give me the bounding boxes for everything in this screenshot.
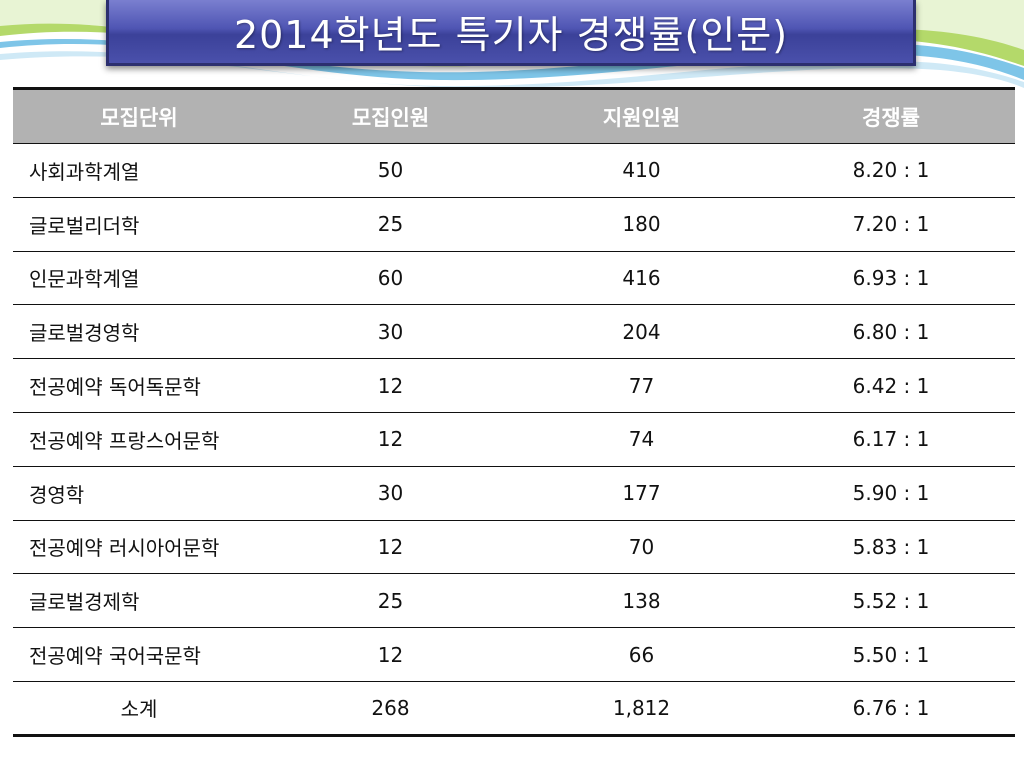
table-row: 전공예약 독어독문학 12 77 6.42 : 1 <box>13 358 1015 413</box>
cell-rate: 5.83 : 1 <box>767 520 1015 575</box>
competition-table-container: 모집단위 모집인원 지원인원 경쟁률 사회과학계열 50 410 8.20 : … <box>13 87 1015 737</box>
table-row: 사회과학계열 50 410 8.20 : 1 <box>13 143 1015 198</box>
cell-unit: 경영학 <box>13 466 265 521</box>
cell-rate: 8.20 : 1 <box>767 143 1015 198</box>
title-banner: 2014학년도 특기자 경쟁률(인문) <box>106 0 916 66</box>
cell-applicants: 66 <box>516 627 767 682</box>
cell-rate: 5.50 : 1 <box>767 627 1015 682</box>
cell-unit: 전공예약 국어국문학 <box>13 627 265 682</box>
page-title: 2014학년도 특기자 경쟁률(인문) <box>233 13 789 57</box>
cell-applicants: 74 <box>516 412 767 467</box>
cell-rate: 6.42 : 1 <box>767 358 1015 413</box>
cell-unit: 글로벌경제학 <box>13 573 265 629</box>
cell-unit: 인문과학계열 <box>13 251 265 306</box>
cell-applicants: 1,812 <box>516 681 767 737</box>
cell-applicants: 138 <box>516 573 767 629</box>
header-quota: 모집인원 <box>265 87 516 144</box>
cell-unit: 전공예약 독어독문학 <box>13 358 265 413</box>
cell-applicants: 204 <box>516 304 767 360</box>
table-row: 전공예약 프랑스어문학 12 74 6.17 : 1 <box>13 412 1015 467</box>
cell-quota: 30 <box>265 466 516 521</box>
cell-unit: 글로벌리더학 <box>13 197 265 252</box>
cell-applicants: 416 <box>516 251 767 306</box>
table-row: 글로벌리더학 25 180 7.20 : 1 <box>13 197 1015 252</box>
cell-rate: 6.93 : 1 <box>767 251 1015 306</box>
cell-subtotal-label: 소계 <box>13 681 265 737</box>
cell-applicants: 410 <box>516 143 767 198</box>
cell-unit: 전공예약 러시아어문학 <box>13 520 265 575</box>
cell-rate: 6.76 : 1 <box>767 681 1015 737</box>
table-row-subtotal: 소계 268 1,812 6.76 : 1 <box>13 681 1015 737</box>
cell-quota: 12 <box>265 627 516 682</box>
competition-rate-table: 모집단위 모집인원 지원인원 경쟁률 사회과학계열 50 410 8.20 : … <box>13 87 1015 737</box>
table-row: 글로벌경영학 30 204 6.80 : 1 <box>13 304 1015 360</box>
cell-quota: 25 <box>265 197 516 252</box>
cell-quota: 30 <box>265 304 516 360</box>
cell-unit: 전공예약 프랑스어문학 <box>13 412 265 467</box>
cell-applicants: 177 <box>516 466 767 521</box>
cell-rate: 5.90 : 1 <box>767 466 1015 521</box>
header-applicants: 지원인원 <box>516 87 767 144</box>
cell-rate: 6.17 : 1 <box>767 412 1015 467</box>
cell-quota: 50 <box>265 143 516 198</box>
cell-quota: 60 <box>265 251 516 306</box>
cell-quota: 25 <box>265 573 516 629</box>
cell-quota: 12 <box>265 358 516 413</box>
cell-unit: 글로벌경영학 <box>13 304 265 360</box>
header-recruitment-unit: 모집단위 <box>13 87 265 144</box>
cell-quota: 12 <box>265 520 516 575</box>
cell-rate: 5.52 : 1 <box>767 573 1015 629</box>
cell-unit: 사회과학계열 <box>13 143 265 198</box>
cell-applicants: 180 <box>516 197 767 252</box>
cell-rate: 6.80 : 1 <box>767 304 1015 360</box>
table-row: 전공예약 러시아어문학 12 70 5.83 : 1 <box>13 520 1015 575</box>
table-row: 글로벌경제학 25 138 5.52 : 1 <box>13 573 1015 629</box>
cell-rate: 7.20 : 1 <box>767 197 1015 252</box>
cell-quota: 12 <box>265 412 516 467</box>
cell-quota: 268 <box>265 681 516 737</box>
cell-applicants: 70 <box>516 520 767 575</box>
table-header-row: 모집단위 모집인원 지원인원 경쟁률 <box>13 87 1015 144</box>
table-row: 전공예약 국어국문학 12 66 5.50 : 1 <box>13 627 1015 682</box>
table-row: 인문과학계열 60 416 6.93 : 1 <box>13 251 1015 306</box>
table-row: 경영학 30 177 5.90 : 1 <box>13 466 1015 521</box>
cell-applicants: 77 <box>516 358 767 413</box>
header-competition-rate: 경쟁률 <box>767 87 1015 144</box>
